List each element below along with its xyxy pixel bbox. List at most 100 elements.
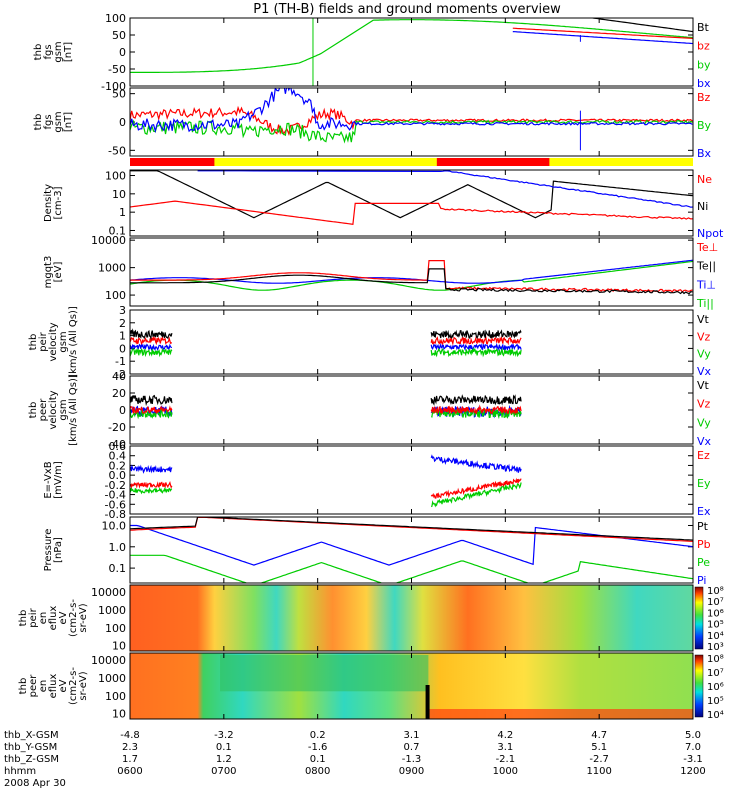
ytick-label: 10.0 bbox=[102, 519, 127, 532]
ephem-value-z: 0.1 bbox=[310, 754, 326, 765]
series-Vy-seg0 bbox=[130, 347, 173, 358]
ytick-label: 1000 bbox=[98, 604, 126, 617]
ephem-value-x: -4.8 bbox=[120, 730, 140, 741]
legend-Ti⊥: Ti⊥ bbox=[696, 278, 716, 291]
colorbar bbox=[694, 586, 704, 650]
ytick-label: 1 bbox=[119, 206, 126, 219]
legend-Vt: Vt bbox=[697, 313, 710, 326]
colorbar-label: 10⁵ bbox=[707, 620, 724, 631]
ytick-label: 0.2 bbox=[109, 459, 127, 472]
panel-fgs_zoom: 50 0 -50 thb fgs gsm [nT] Bz By Bx bbox=[33, 87, 712, 160]
ytick-label: -0.6 bbox=[105, 498, 126, 511]
ylabel-line: velocity bbox=[48, 390, 59, 429]
ytick-label: 1000 bbox=[98, 262, 126, 275]
ylabel-line: gsm bbox=[53, 41, 64, 62]
ylabel-line: [cm-3] bbox=[53, 186, 64, 219]
ytick-label: 10 bbox=[112, 188, 126, 201]
ephem-value-x: 4.2 bbox=[497, 730, 513, 741]
mode-segment-1 bbox=[214, 158, 437, 166]
ylabel-line: (cm2-s- bbox=[68, 667, 79, 705]
ephem-value-z: -1.3 bbox=[402, 754, 422, 765]
panel-fgs: 100 50 0 -50 -100 thb fgs gsm [nT] Bt bz by bx bbox=[33, 12, 711, 93]
series-bz bbox=[512, 27, 693, 39]
ylabel-line: thb bbox=[33, 44, 44, 61]
series-By bbox=[130, 119, 693, 144]
series-by bbox=[130, 19, 693, 74]
series-Bx bbox=[130, 88, 693, 134]
ytick-label: 2 bbox=[119, 317, 126, 330]
ytick-label: 0.0 bbox=[109, 469, 127, 482]
ephem-value-x: -3.2 bbox=[214, 730, 234, 741]
colorbar-label: 10⁸ bbox=[707, 654, 724, 665]
colorbar-label: 10⁶ bbox=[707, 682, 724, 693]
ylabel-line: gsm bbox=[58, 399, 69, 420]
ylabel-line: [mV/m] bbox=[53, 461, 64, 499]
ephem-value-z: -2.7 bbox=[589, 754, 609, 765]
spectrogram-gap bbox=[425, 685, 430, 719]
ytick-label: 100 bbox=[105, 289, 126, 302]
ylabel-line: eflux bbox=[48, 606, 59, 631]
series-Vx-seg1 bbox=[430, 342, 522, 352]
ephem-value-z: 1.7 bbox=[122, 754, 138, 765]
ylabel-line: mgqt3 bbox=[43, 256, 54, 289]
panel-peer_spectrogram: 10000 1000 100 10 thb peer en eflux eV (cm2-s-sr-… bbox=[18, 652, 724, 721]
legend-Vy: Vy bbox=[697, 416, 711, 429]
ytick-label: 0.6 bbox=[109, 440, 127, 453]
series-Vt-seg1 bbox=[430, 329, 522, 339]
legend-Ey: Ey bbox=[697, 477, 711, 490]
ytick-label: 100 bbox=[105, 622, 126, 635]
ytick-label: 0 bbox=[119, 342, 126, 355]
legend-Te⊥: Te⊥ bbox=[696, 241, 718, 254]
ylabel-line: E=-VxB bbox=[43, 461, 54, 498]
ylabel-line: peer bbox=[28, 674, 39, 698]
ytick-label: 10000 bbox=[91, 586, 126, 599]
ylabel-line: sr-eV) bbox=[78, 603, 89, 632]
ytick-label: 3 bbox=[119, 304, 126, 317]
ephem-value-t: 1100 bbox=[586, 766, 611, 777]
mode-segment-2 bbox=[436, 158, 550, 166]
ylabel-line: velocity bbox=[48, 322, 59, 361]
legend-Ne: Ne bbox=[697, 173, 712, 186]
series-Ex-seg1 bbox=[430, 454, 522, 473]
series-Ez-seg1 bbox=[430, 477, 522, 499]
ytick-label: 40 bbox=[112, 370, 126, 383]
ytick-label: -0.8 bbox=[105, 508, 126, 521]
series-Vz-seg0 bbox=[130, 335, 172, 346]
ephem-value-x: 4.7 bbox=[591, 730, 607, 741]
ytick-label: 1 bbox=[119, 330, 126, 343]
ytick-label: -40 bbox=[108, 438, 126, 451]
series-Ti-perp bbox=[130, 259, 693, 284]
date-label: 2008 Apr 30 bbox=[4, 778, 66, 789]
ylabel-line: Density bbox=[43, 184, 54, 222]
ytick-label: 0.1 bbox=[109, 562, 127, 575]
ylabel-line: [nPa] bbox=[53, 537, 64, 563]
ephem-value-y: 5.1 bbox=[591, 742, 607, 753]
panel-pressure: 10.0 1.0 0.1 Pressure [nPa] Pt Pb Pe Pi bbox=[43, 516, 711, 587]
mode-segment-0 bbox=[130, 158, 215, 166]
ylabel-line: [km/s (All Qs)] bbox=[68, 306, 79, 378]
ephem-value-t: 1000 bbox=[493, 766, 518, 777]
ylabel-line: [nT] bbox=[63, 112, 74, 132]
ylabel-line: eV bbox=[58, 679, 69, 692]
colorbar-label: 10³ bbox=[707, 642, 724, 653]
ytick-label: -50 bbox=[108, 63, 126, 76]
ephem-value-z: 1.2 bbox=[216, 754, 232, 765]
ytick-label: 0 bbox=[119, 46, 126, 59]
legend-Vt: Vt bbox=[697, 379, 710, 392]
ylabel-line: en bbox=[38, 612, 49, 625]
panel-frame bbox=[129, 375, 694, 445]
ylabel-line: fgs bbox=[43, 114, 54, 129]
series-Vt-seg0 bbox=[130, 394, 173, 407]
ylabel-line: thb bbox=[18, 610, 29, 627]
ylabel-line: Pressure bbox=[43, 529, 54, 572]
ytick-label: 50 bbox=[112, 29, 126, 42]
ytick-label: 100 bbox=[105, 12, 126, 25]
ephem-value-t: 1200 bbox=[680, 766, 705, 777]
ylabel-line: [km/s (All Qs)] bbox=[68, 374, 79, 446]
mode-bar bbox=[130, 158, 693, 166]
ephem-value-t: 0900 bbox=[399, 766, 424, 777]
series-Vt-seg0 bbox=[130, 328, 173, 341]
series-Bt bbox=[588, 18, 693, 33]
